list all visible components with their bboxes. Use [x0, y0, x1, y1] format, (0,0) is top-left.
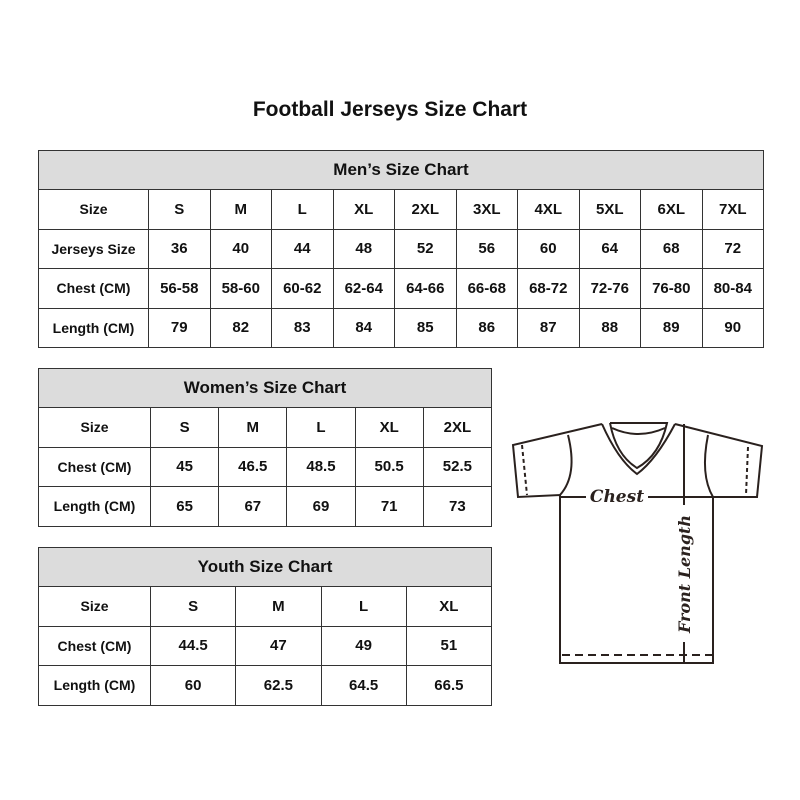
table-cell: 40: [209, 228, 272, 269]
table-row: Chest (CM) 45 46.5 48.5 50.5 52.5: [38, 446, 493, 487]
table-cell: 88: [578, 307, 641, 348]
table-cell: 86: [455, 307, 518, 348]
table-cell: 44: [271, 228, 334, 269]
table-row: Length (CM) 60 62.5 64.5 66.5: [38, 665, 493, 706]
table-cell: 76-80: [640, 268, 703, 309]
table-cell: 65: [149, 486, 220, 527]
row-label: Length (CM): [38, 307, 149, 348]
table-cell: 69: [286, 486, 356, 527]
table-cell: 51: [405, 625, 493, 666]
table-cell: L: [320, 586, 407, 627]
table-cell: 68-72: [517, 268, 580, 309]
row-label: Chest (CM): [38, 625, 151, 666]
table-cell: 5XL: [578, 189, 641, 230]
table-row: Jerseys Size 36 40 44 48 52 56 60 64 68 72: [38, 228, 764, 269]
table-cell: 45: [149, 446, 220, 487]
table-cell: XL: [354, 407, 424, 448]
chest-label: Chest: [590, 487, 644, 507]
row-label: Size: [38, 586, 151, 627]
armhole-right: [704, 434, 714, 498]
table-cell: S: [149, 586, 237, 627]
jersey-outline: [511, 423, 764, 664]
table-cell: 84: [332, 307, 395, 348]
table-cell: 66-68: [455, 268, 518, 309]
men-table-title: Men’s Size Chart: [38, 150, 764, 190]
table-cell: L: [286, 407, 356, 448]
row-label: Length (CM): [38, 486, 151, 527]
table-cell: 2XL: [422, 407, 493, 448]
table-row: Size S M L XL 2XL: [38, 407, 493, 448]
table-cell: 80-84: [701, 268, 764, 309]
table-cell: 6XL: [640, 189, 703, 230]
collar: [601, 422, 676, 476]
table-cell: L: [271, 189, 334, 230]
page-title: Football Jerseys Size Chart: [252, 98, 528, 121]
table-cell: 73: [422, 486, 493, 527]
front-length-label: Front Length: [675, 515, 694, 634]
table-cell: S: [149, 407, 220, 448]
table-cell: 48: [332, 228, 395, 269]
row-label: Chest (CM): [38, 446, 151, 487]
row-label: Jerseys Size: [38, 228, 149, 269]
table-cell: 66.5: [405, 665, 493, 706]
table-cell: 47: [235, 625, 322, 666]
table-cell: 52.5: [422, 446, 493, 487]
table-cell: 82: [209, 307, 272, 348]
table-cell: 85: [394, 307, 457, 348]
sleeve-hem-dashes: [521, 444, 749, 496]
table-cell: 60: [517, 228, 580, 269]
youth-table-title: Youth Size Chart: [38, 547, 492, 587]
table-row: Size S M L XL 2XL 3XL 4XL 5XL 6XL 7XL: [38, 189, 764, 230]
table-cell: 7XL: [701, 189, 764, 230]
table-cell: 48.5: [286, 446, 356, 487]
table-cell: 90: [701, 307, 764, 348]
table-cell: 49: [320, 625, 407, 666]
table-cell: 44.5: [149, 625, 237, 666]
table-cell: 68: [640, 228, 703, 269]
table-cell: 60: [149, 665, 237, 706]
row-label: Size: [38, 407, 151, 448]
youth-size-table: Youth Size Chart Size S M L XL Chest (CM) 44.5 4…: [38, 547, 493, 706]
table-cell: 62.5: [235, 665, 322, 706]
table-row: Size S M L XL: [38, 586, 493, 627]
womens-size-table: Women’s Size Chart Size S M L XL 2XL Chest (CM)…: [38, 368, 493, 527]
mens-size-table: Men’s Size Chart Size S M L XL 2XL 3XL 4XL 5XL 6XL…: [38, 150, 764, 348]
table-cell: M: [218, 407, 288, 448]
table-cell: 64.5: [320, 665, 407, 706]
table-cell: 50.5: [354, 446, 424, 487]
table-row: Chest (CM) 44.5 47 49 51: [38, 625, 493, 666]
table-cell: XL: [405, 586, 493, 627]
table-cell: 72-76: [578, 268, 641, 309]
table-cell: M: [235, 586, 322, 627]
table-cell: 79: [148, 307, 211, 348]
women-table-title: Women’s Size Chart: [38, 368, 492, 408]
table-cell: 56-58: [148, 268, 211, 309]
table-cell: 71: [354, 486, 424, 527]
table-cell: 62-64: [332, 268, 395, 309]
table-cell: 67: [218, 486, 288, 527]
table-cell: 60-62: [271, 268, 334, 309]
table-row: Length (CM) 65 67 69 71 73: [38, 486, 493, 527]
table-cell: 36: [148, 228, 211, 269]
table-cell: 87: [517, 307, 580, 348]
table-row: Length (CM) 79 82 83 84 85 86 87 88 89 90: [38, 307, 764, 348]
armhole-left: [559, 434, 573, 496]
table-cell: XL: [332, 189, 395, 230]
row-label: Size: [38, 189, 149, 230]
